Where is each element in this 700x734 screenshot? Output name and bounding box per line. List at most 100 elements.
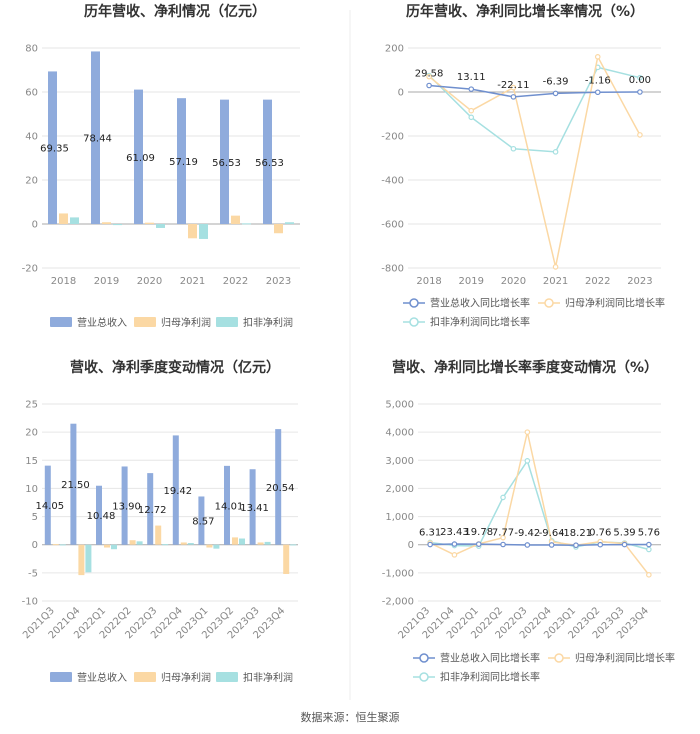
series-point — [594, 53, 601, 60]
bar-parent-net-profit — [257, 542, 264, 545]
bar-revenue — [220, 99, 229, 224]
legend-swatch — [134, 317, 156, 327]
annual-growth-rate-panel: 历年营收、净利同比增长率情况（%） 200 0 -200 -400 -600 -800 201… — [381, 3, 665, 329]
legend-marker — [544, 298, 554, 308]
series-point — [451, 552, 458, 558]
bar-parent-net-profit — [206, 544, 213, 548]
y-tick-label: 60 — [25, 88, 38, 99]
bar-deducted-net-profit — [113, 224, 122, 226]
bar-deducted-net-profit — [156, 224, 165, 228]
series-point — [637, 132, 643, 138]
bar-data-label: 8.57 — [192, 517, 214, 528]
bar-revenue — [275, 429, 282, 545]
legend-marker — [419, 672, 429, 682]
line-data-label: 7.77 — [492, 527, 514, 538]
line-data-label: 23.43 — [440, 527, 469, 538]
y-tick-label: 10 — [25, 484, 38, 495]
line-data-label: 0.00 — [629, 75, 651, 86]
line-data-label: 29.58 — [415, 68, 444, 79]
line-data-label: -1.16 — [585, 75, 611, 86]
bar-revenue — [224, 465, 230, 545]
series-point — [426, 73, 432, 80]
series-point — [552, 149, 559, 155]
bar-deducted-net-profit — [136, 541, 143, 545]
series-line — [429, 431, 650, 576]
bar-revenue — [147, 473, 154, 545]
bar-data-label: 69.35 — [40, 144, 69, 155]
y-tick-label: 5 — [32, 512, 38, 523]
series-point — [552, 264, 559, 270]
bar-parent-net-profit — [59, 213, 68, 224]
legend-label: 扣非净利润 — [243, 316, 293, 329]
bar-data-label: 20.54 — [266, 483, 295, 494]
series-point — [510, 94, 517, 100]
line-data-label: -6.39 — [543, 76, 569, 87]
series-point — [500, 541, 506, 548]
bar-parent-net-profit — [274, 224, 283, 234]
bar-parent-net-profit — [145, 222, 154, 224]
series-line — [429, 84, 640, 98]
series-point — [468, 114, 475, 121]
bar-data-label: 19.42 — [163, 486, 192, 497]
bar-deducted-net-profit — [213, 544, 220, 549]
bar-parent-net-profit — [180, 542, 187, 545]
bar-revenue — [263, 99, 272, 224]
y-tick-label: 4,000 — [385, 428, 414, 439]
x-tick-label: 2023 — [266, 276, 291, 287]
bar-revenue — [91, 51, 100, 224]
line-data-label: 13.11 — [457, 72, 486, 83]
series-line — [428, 54, 641, 268]
series-point — [594, 89, 601, 96]
x-tick-label: 2020 — [137, 276, 162, 287]
legend-swatch — [50, 672, 72, 682]
legend-label: 扣非净利润同比增长率 — [430, 316, 530, 329]
legend-swatch — [50, 317, 72, 327]
line-data-label: 6.31 — [419, 528, 441, 539]
y-tick-label: 1,000 — [385, 512, 414, 523]
bar-revenue — [121, 466, 128, 545]
bar-parent-net-profit — [102, 222, 111, 224]
bar-revenue — [96, 485, 102, 545]
bar-deducted-net-profit — [242, 223, 251, 225]
series-point — [468, 86, 475, 92]
legend-label: 扣非净利润 — [243, 671, 293, 684]
bar-deducted-net-profit — [264, 541, 271, 545]
series-point — [524, 542, 531, 548]
bar-deducted-net-profit — [239, 538, 245, 545]
bar-revenue — [70, 423, 77, 545]
bar-data-label: 13.90 — [112, 502, 141, 513]
legend-label: 营业总收入 — [77, 316, 127, 329]
y-tick-label: -200 — [381, 132, 404, 143]
bar-deducted-net-profit — [85, 544, 92, 573]
series-point — [500, 534, 506, 541]
bar-parent-net-profit — [129, 540, 136, 545]
line-data-label: 0.76 — [589, 528, 611, 539]
bar-parent-net-profit — [52, 544, 59, 546]
bar-deducted-net-profit — [285, 222, 294, 224]
y-tick-label: 0 — [408, 540, 414, 551]
x-tick-label: 2021 — [180, 276, 205, 287]
series-point — [524, 458, 531, 464]
y-tick-label: 40 — [25, 132, 38, 143]
y-tick-label: -2,000 — [382, 597, 414, 608]
legend-marker — [409, 298, 419, 308]
bar-parent-net-profit — [231, 215, 240, 224]
y-tick-label: 15 — [25, 456, 38, 467]
bar-revenue — [198, 496, 205, 545]
bar-deducted-net-profit — [290, 544, 297, 546]
legend-label: 归母净利润 — [161, 316, 211, 329]
x-tick-label: 2021 — [543, 276, 568, 287]
bar-data-label: 14.05 — [35, 501, 64, 512]
bar-data-label: 61.09 — [126, 153, 155, 164]
y-tick-label: -1,000 — [382, 568, 414, 579]
y-tick-label: -20 — [22, 264, 38, 275]
bar-revenue — [44, 465, 51, 545]
y-tick-label: 0 — [398, 88, 404, 99]
series-point — [646, 546, 652, 553]
series-point — [426, 82, 432, 89]
bar-data-label: 56.53 — [255, 158, 284, 169]
x-tick-label: 2020 — [501, 276, 526, 287]
series-point — [646, 572, 652, 578]
series-point — [451, 541, 458, 547]
series-point — [637, 74, 643, 81]
